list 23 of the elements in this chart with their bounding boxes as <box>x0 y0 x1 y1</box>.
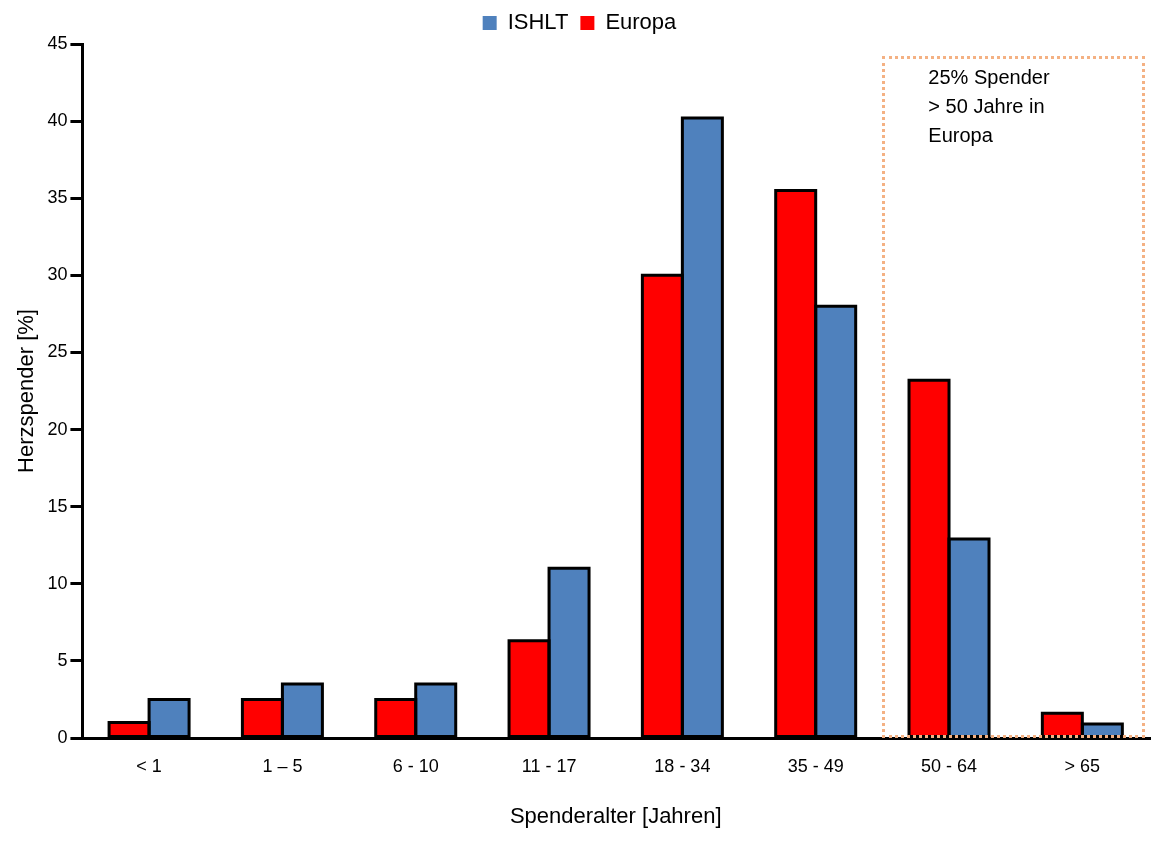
y-tick-label: 35 <box>47 187 68 208</box>
y-tick-label: 40 <box>47 110 68 131</box>
y-tick-label: 0 <box>57 726 68 747</box>
legend-label: Europa <box>605 9 678 35</box>
y-tick-label: 10 <box>47 572 68 593</box>
y-tick-label: 30 <box>47 264 68 285</box>
y-tick-label: 20 <box>47 418 68 439</box>
x-tick-label: 1 – 5 <box>262 755 303 776</box>
y-tick-label: 15 <box>47 495 68 516</box>
x-tick-label: > 65 <box>1064 755 1101 776</box>
y-axis-title: Herzspender [%] <box>13 309 39 473</box>
legend-label: ISHLT <box>507 9 569 35</box>
x-tick-label: 35 - 49 <box>787 755 844 776</box>
x-tick-label: < 1 <box>136 755 162 776</box>
y-tick-label: 45 <box>47 32 68 53</box>
x-tick-label: 18 - 34 <box>654 755 711 776</box>
y-tick-label: 25 <box>47 341 68 362</box>
x-axis-title: Spenderalter [Jahren] <box>509 802 722 828</box>
annotation: 25% Spender > 50 Jahre in Europa <box>928 65 1050 146</box>
x-tick-label: 50 - 64 <box>920 755 978 776</box>
x-tick-label: 11 - 17 <box>521 755 577 776</box>
y-tick-label: 5 <box>57 649 68 670</box>
x-tick-label: 6 - 10 <box>392 755 439 776</box>
